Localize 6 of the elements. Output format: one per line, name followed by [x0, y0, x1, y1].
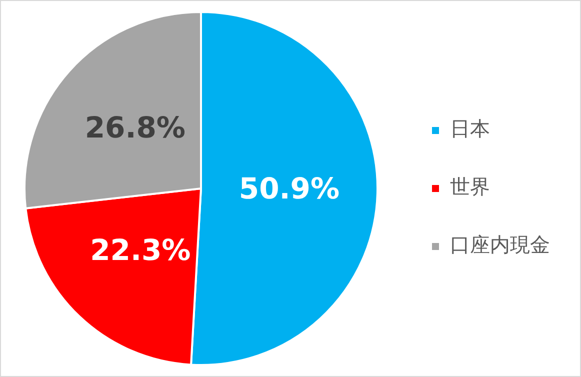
legend-label: 日本: [450, 116, 490, 141]
legend-label: 口座内現金: [450, 232, 550, 257]
legend-label: 世界: [450, 174, 490, 199]
data-label: 26.8%: [84, 110, 186, 144]
data-label: 22.3%: [90, 233, 191, 268]
data-label: 50.9%: [238, 172, 340, 206]
